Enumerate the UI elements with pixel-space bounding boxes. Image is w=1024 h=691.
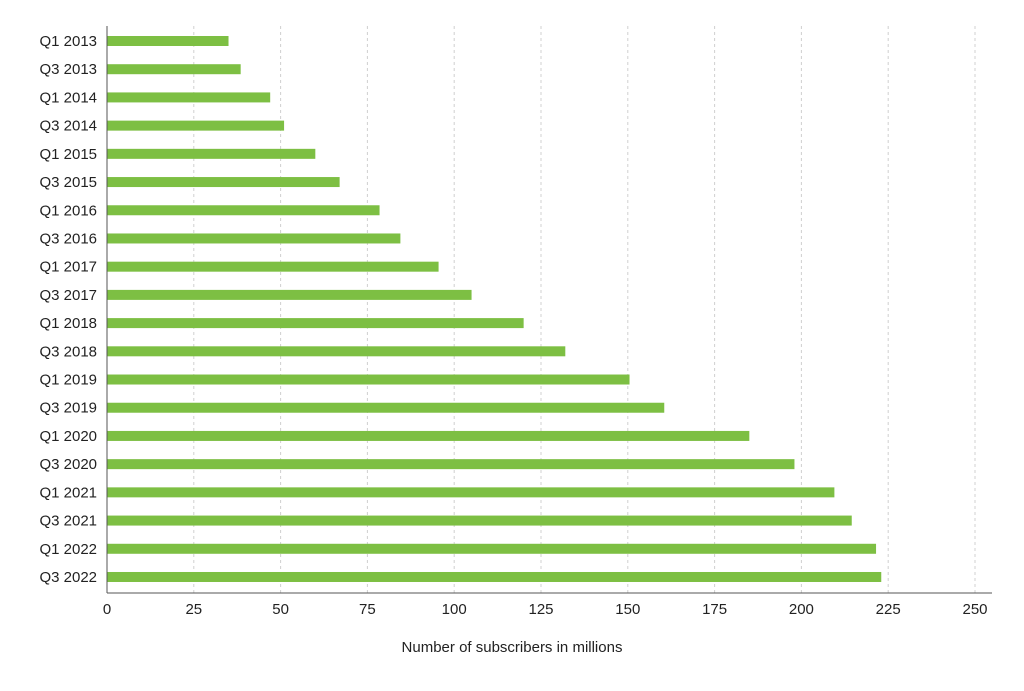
bar bbox=[107, 318, 524, 329]
category-label: Q1 2020 bbox=[39, 428, 97, 445]
category-label: Q3 2022 bbox=[39, 569, 97, 586]
category-label: Q3 2015 bbox=[39, 174, 97, 191]
bar bbox=[107, 148, 316, 159]
category-labels: Q1 2013 Q3 2013 Q1 2014 Q3 2014 Q1 2015 Q3 20… bbox=[39, 33, 97, 586]
x-tick-label: 100 bbox=[442, 601, 467, 618]
bar bbox=[107, 177, 340, 188]
bars bbox=[107, 36, 882, 582]
bar bbox=[107, 430, 750, 441]
category-label: Q1 2016 bbox=[39, 202, 97, 219]
x-tick-label: 50 bbox=[272, 601, 289, 618]
category-label: Q3 2017 bbox=[39, 287, 97, 304]
bar bbox=[107, 92, 271, 103]
bar bbox=[107, 402, 665, 413]
x-tick-label: 75 bbox=[359, 601, 376, 618]
bar bbox=[107, 571, 882, 582]
x-axis-title: Number of subscribers in millions bbox=[402, 639, 623, 656]
category-label: Q3 2021 bbox=[39, 513, 97, 530]
bar bbox=[107, 205, 380, 216]
x-tick-label: 125 bbox=[528, 601, 553, 618]
x-tick-label: 150 bbox=[615, 601, 640, 618]
category-label: Q3 2020 bbox=[39, 456, 97, 473]
bar bbox=[107, 487, 835, 498]
x-tick-label: 25 bbox=[185, 601, 202, 618]
bar bbox=[107, 233, 401, 244]
bar bbox=[107, 64, 241, 75]
category-label: Q1 2013 bbox=[39, 33, 97, 50]
category-label: Q1 2014 bbox=[39, 89, 97, 106]
x-tick-label: 225 bbox=[876, 601, 901, 618]
x-tick-label: 200 bbox=[789, 601, 814, 618]
category-label: Q1 2019 bbox=[39, 372, 97, 389]
bar bbox=[107, 459, 795, 470]
bar bbox=[107, 261, 439, 272]
category-label: Q1 2018 bbox=[39, 315, 97, 332]
axes bbox=[106, 26, 992, 594]
bar bbox=[107, 120, 285, 131]
x-tick-labels: 0 25 50 75 100 125 150 175 200 225 250 bbox=[103, 601, 988, 618]
category-label: Q3 2019 bbox=[39, 400, 97, 417]
x-tick-label: 175 bbox=[702, 601, 727, 618]
bar bbox=[107, 543, 877, 554]
bar bbox=[107, 515, 852, 526]
category-label: Q1 2022 bbox=[39, 541, 97, 558]
category-label: Q1 2015 bbox=[39, 146, 97, 163]
category-label: Q3 2018 bbox=[39, 343, 97, 360]
category-label: Q3 2013 bbox=[39, 61, 97, 78]
bar bbox=[107, 289, 472, 300]
category-label: Q1 2017 bbox=[39, 259, 97, 276]
grid-lines bbox=[193, 26, 976, 593]
x-tick-label: 250 bbox=[962, 601, 987, 618]
bar bbox=[107, 346, 566, 357]
category-label: Q3 2016 bbox=[39, 230, 97, 247]
category-label: Q3 2014 bbox=[39, 118, 97, 135]
x-tick-label: 0 bbox=[103, 601, 111, 618]
bar bbox=[107, 36, 229, 46]
category-label: Q1 2021 bbox=[39, 484, 97, 501]
bar bbox=[107, 374, 630, 385]
